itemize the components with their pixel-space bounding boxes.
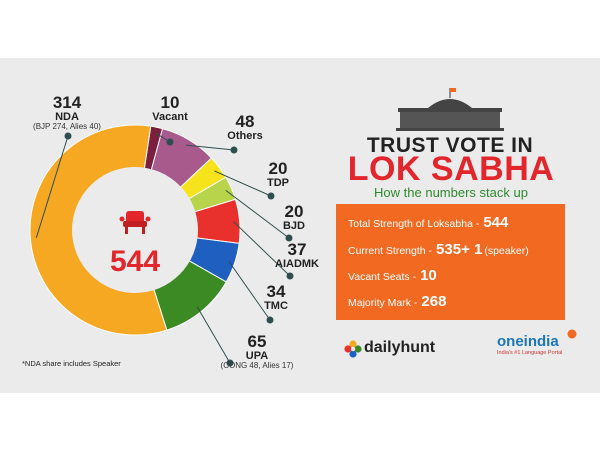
dailyhunt-wordmark: dailyhunt (364, 339, 436, 356)
fact-majority-value: 268 (421, 293, 447, 310)
leader-dot-aiadmk (286, 272, 294, 280)
leader-dot-tdp (267, 192, 275, 200)
fact-current-strength: Current Strength -535+ 1 (speaker) (348, 241, 529, 259)
label-tdp-name: TDP (267, 176, 289, 189)
label-bjd-value: 20 (284, 202, 304, 221)
fact-vacant-seats: Vacant Seats -10 (348, 267, 437, 285)
leader-line-others (185, 144, 235, 151)
oneindia-wordmark: oneindia (497, 333, 559, 350)
label-nda-name: NDA (55, 110, 79, 123)
leader-line-bjd (225, 190, 290, 239)
oneindia-logo: oneindia India's #1 Language Portal (497, 329, 577, 356)
dailyhunt-flower-icon (344, 340, 362, 358)
leader-line-tmc (228, 261, 271, 321)
leader-line-tdp (214, 170, 272, 197)
label-upa-value: 65 (247, 332, 267, 351)
label-vacant: 10 Vacant (143, 94, 197, 123)
label-aiadmk: 37 AIADMK (265, 241, 329, 270)
label-tdp-value: 20 (268, 159, 288, 178)
donut-chart (29, 88, 504, 367)
label-upa-breakdown: (CONG 48, Alies 17) (220, 361, 294, 371)
label-nda-breakdown: (BJP 274, Alies 40) (33, 122, 101, 132)
leader-dot-nda (64, 132, 72, 140)
leader-line-upa (196, 306, 231, 364)
title-line-2: LOK SABHA (347, 150, 555, 188)
label-bjd-name: BJD (282, 219, 305, 232)
label-vacant-name: Vacant (152, 110, 188, 123)
oneindia-tagline: India's #1 Language Portal (497, 350, 563, 356)
leader-dot-tmc (266, 316, 274, 324)
label-others-value: 48 (235, 112, 255, 131)
label-upa-name: UPA (245, 349, 269, 362)
fact-total-value: 544 (483, 214, 509, 231)
fact-total-label: Total Strength of Loksabha - (348, 218, 480, 230)
center-total-label: 544 (109, 245, 161, 278)
leader-line-nda (35, 135, 69, 238)
label-tdp: 20 TDP (256, 160, 300, 189)
fact-current-extra: (speaker) (484, 245, 529, 257)
fact-majority-label: Majority Mark - (348, 297, 418, 309)
fact-vacant-label: Vacant Seats - (348, 271, 417, 283)
leader-dot-others (230, 146, 238, 154)
leader-dot-upa (226, 359, 234, 367)
label-vacant-value: 10 (160, 93, 180, 112)
throne-icon (119, 211, 151, 234)
label-aiadmk-value: 37 (287, 240, 307, 259)
fact-majority-mark: Majority Mark -268 (348, 293, 446, 311)
label-tmc-name: TMC (264, 299, 288, 312)
label-aiadmk-name: AIADMK (275, 257, 319, 270)
label-upa: 65 UPA (CONG 48, Alies 17) (214, 333, 300, 371)
leader-dot-vacant (166, 138, 174, 146)
fact-current-value: 535+ 1 (436, 241, 483, 258)
fact-current-label: Current Strength - (348, 245, 433, 257)
donut-hole (72, 167, 198, 293)
fact-vacant-value: 10 (420, 267, 437, 284)
label-nda-value: 314 (52, 93, 82, 112)
oneindia-badge-icon (567, 329, 577, 339)
fact-total-strength: Total Strength of Loksabha -544 (348, 214, 508, 232)
label-others: 48 Others (218, 113, 272, 142)
infographic-canvas: 314 NDA (BJP 274, Alies 40) 10 Vacant 48… (0, 58, 600, 393)
facts-panel: Total Strength of Loksabha -544 Current … (336, 204, 565, 320)
label-tmc: 34 TMC (254, 283, 298, 312)
leader-lines (35, 132, 294, 367)
leader-line-aiadmk (233, 221, 291, 277)
title-line-1: TRUST VOTE IN (366, 134, 534, 157)
label-bjd: 20 BJD (272, 203, 316, 232)
footnote: *NDA share includes Speaker (22, 359, 121, 368)
label-nda: 314 NDA (BJP 274, Alies 40) (30, 94, 104, 132)
leader-dot-bjd (285, 234, 293, 242)
label-others-name: Others (227, 129, 263, 142)
parliament-icon (396, 88, 504, 131)
label-tmc-value: 34 (266, 282, 286, 301)
subtitle: How the numbers stack up (374, 185, 528, 200)
